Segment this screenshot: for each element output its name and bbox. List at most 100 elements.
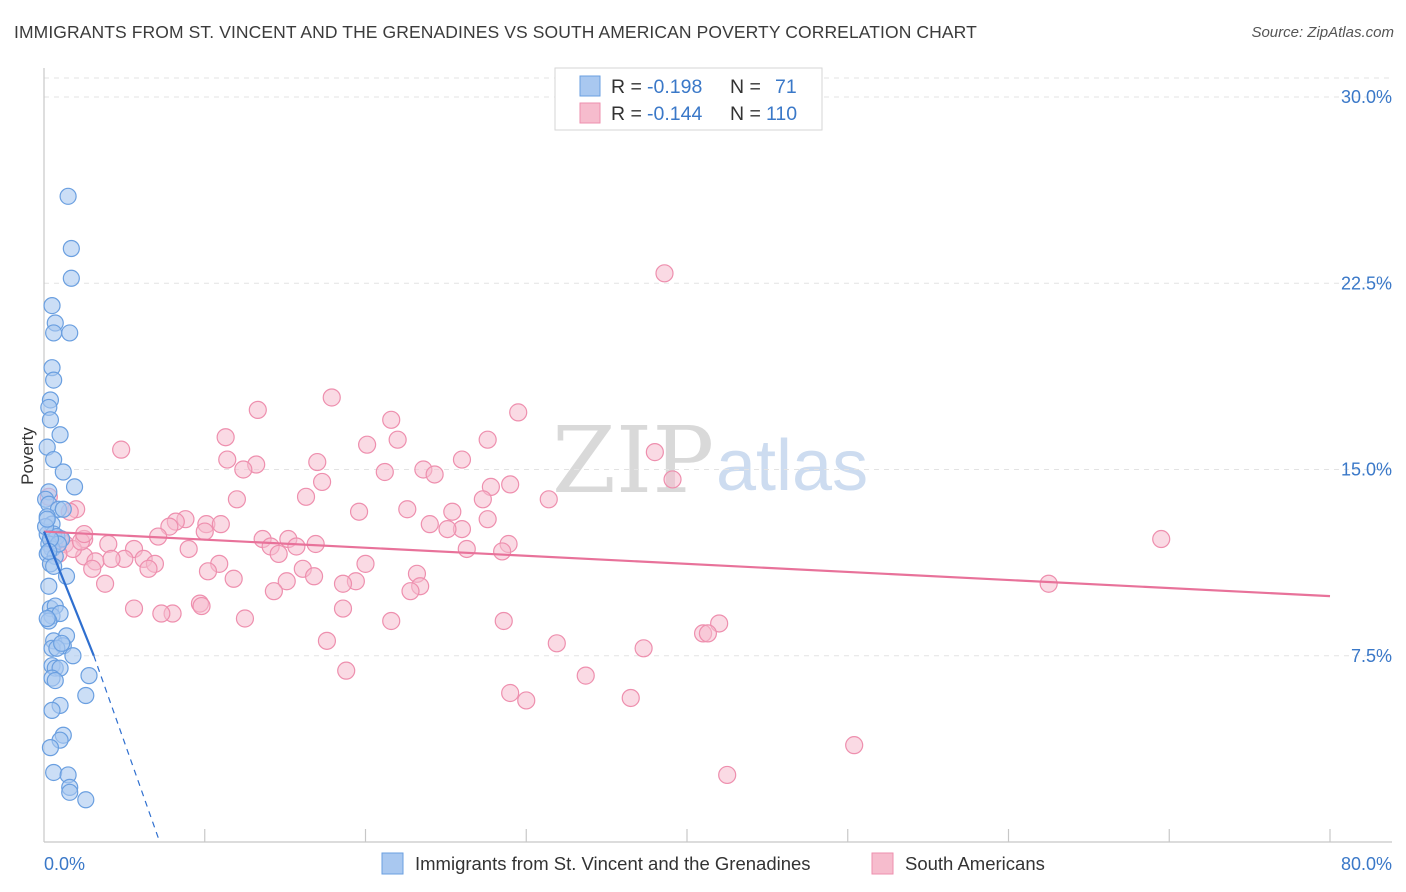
data-point-south-americans [234, 460, 253, 479]
data-point-st-vincent [41, 411, 60, 429]
stats-n-value-blue: 71 [775, 76, 797, 98]
data-point-south-americans [356, 554, 375, 573]
data-point-south-americans [645, 443, 664, 462]
source-credit: Source: ZipAtlas.com [1251, 24, 1394, 41]
data-point-south-americans [576, 666, 595, 685]
data-point-south-americans [493, 542, 512, 561]
data-point-south-americans [211, 515, 230, 534]
x-axis-ticks [204, 829, 1331, 842]
chart-title: IMMIGRANTS FROM ST. VINCENT AND THE GREN… [14, 22, 977, 42]
data-point-south-americans [438, 519, 457, 539]
x-tick-label-max: 80.0% [1341, 854, 1392, 874]
watermark: ZIP atlas [552, 407, 868, 514]
data-point-south-americans [845, 736, 864, 755]
data-point-st-vincent [40, 577, 58, 595]
legend-swatch-blue [381, 852, 404, 875]
data-point-south-americans [358, 435, 377, 454]
data-point-south-americans [517, 691, 536, 710]
data-point-st-vincent [61, 783, 79, 801]
data-point-south-americans [382, 611, 401, 631]
data-point-south-americans [473, 490, 492, 509]
data-point-st-vincent [54, 500, 72, 518]
data-point-st-vincent [53, 634, 71, 652]
y-tick-label: 15.0% [1341, 460, 1392, 480]
data-point-south-americans [277, 572, 296, 591]
data-point-st-vincent [45, 450, 63, 469]
data-point-st-vincent [43, 297, 61, 315]
data-point-south-americans [509, 403, 528, 422]
data-point-south-americans [443, 502, 462, 521]
data-point-st-vincent [61, 324, 79, 342]
trend-line-st-vincent-extension [93, 655, 161, 843]
data-point-south-americans [139, 559, 158, 578]
stats-swatch-pink [579, 102, 601, 124]
data-point-south-americans [322, 388, 341, 407]
data-point-south-americans [494, 611, 513, 631]
stats-r-value-blue: -0.198 [647, 76, 702, 98]
data-point-south-americans [698, 624, 717, 643]
data-point-south-americans [95, 574, 115, 593]
y-tick-label: 22.5% [1341, 273, 1392, 293]
legend-label-st-vincent: Immigrants from St. Vincent and the Gren… [415, 853, 811, 874]
data-point-south-americans [478, 430, 497, 449]
watermark-zip: ZIP [552, 407, 714, 514]
data-point-south-americans [99, 534, 118, 554]
data-point-st-vincent [45, 324, 63, 342]
data-point-south-americans [539, 490, 558, 509]
stats-box: R = -0.198 N = 71 R = -0.144 N = 110 [554, 67, 823, 131]
data-point-south-americans [304, 567, 324, 586]
trend-line-st-vincent [42, 531, 95, 657]
data-point-south-americans [333, 599, 353, 618]
data-point-st-vincent [38, 609, 56, 628]
data-point-south-americans [501, 475, 520, 494]
data-point-south-americans [112, 440, 131, 459]
data-point-south-americans [478, 510, 497, 529]
data-point-south-americans [195, 522, 214, 541]
stats-swatch-blue [579, 75, 601, 97]
data-point-south-americans [269, 544, 288, 564]
data-point-st-vincent [65, 478, 84, 496]
data-point-south-americans [425, 465, 444, 484]
legend: Immigrants from St. Vincent and the Gren… [381, 852, 1045, 875]
data-point-south-americans [102, 549, 121, 569]
data-point-south-americans [349, 502, 369, 521]
data-point-st-vincent [51, 426, 69, 444]
data-point-south-americans [333, 574, 353, 593]
data-point-south-americans [227, 490, 246, 509]
data-point-south-americans [287, 537, 306, 556]
data-point-st-vincent [45, 371, 63, 389]
trend-lines [42, 530, 1331, 843]
data-point-st-vincent [77, 686, 95, 705]
data-point-south-americans [375, 462, 394, 482]
data-point-st-vincent [62, 239, 80, 258]
data-point-south-americans [235, 609, 255, 628]
data-point-south-americans [83, 559, 102, 578]
data-point-south-americans [655, 264, 674, 283]
data-point-south-americans [198, 562, 218, 581]
watermark-atlas: atlas [716, 426, 868, 506]
data-point-south-americans [152, 604, 171, 623]
data-point-south-americans [547, 634, 566, 653]
data-point-south-americans [1152, 529, 1171, 549]
stats-n-label-blue: N = [730, 76, 761, 98]
data-point-south-americans [296, 487, 316, 506]
data-point-st-vincent [43, 701, 61, 719]
data-point-south-americans [718, 765, 737, 785]
data-point-south-americans [382, 410, 401, 429]
stats-n-label-pink: N = [730, 103, 761, 125]
data-point-south-americans [337, 661, 356, 680]
series-south-americans-points [39, 264, 1171, 785]
data-point-south-americans [192, 596, 211, 616]
data-point-st-vincent [80, 667, 98, 685]
data-point-south-americans [663, 470, 682, 489]
data-point-south-americans [124, 599, 144, 618]
data-point-st-vincent [77, 791, 95, 809]
y-tick-label: 30.0% [1341, 87, 1392, 107]
data-point-south-americans [224, 569, 243, 588]
data-point-st-vincent [38, 510, 56, 528]
data-point-south-americans [621, 688, 640, 708]
data-point-south-americans [1039, 574, 1058, 593]
data-point-south-americans [420, 515, 439, 534]
data-point-st-vincent [54, 463, 72, 481]
